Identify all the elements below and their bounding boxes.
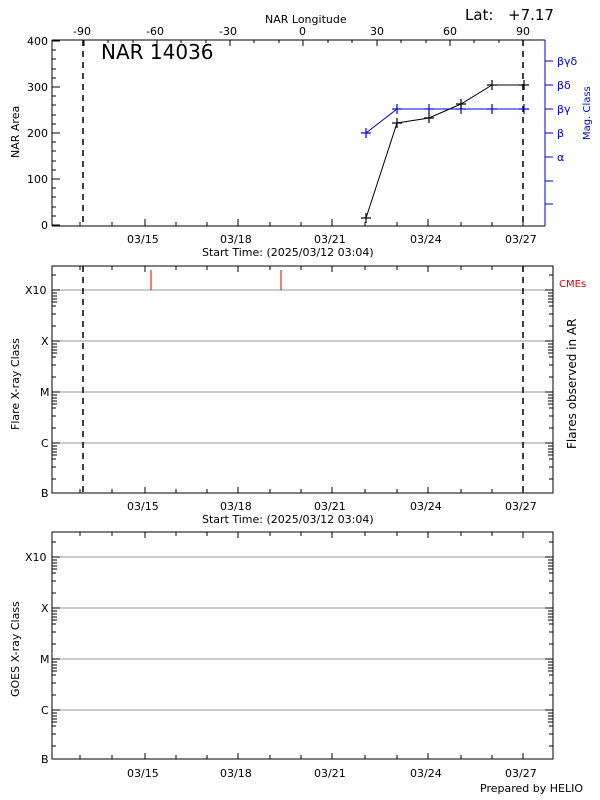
date-tick: 03/21 [314, 500, 346, 513]
lon-tick: 30 [370, 25, 384, 38]
y-tick: M [40, 386, 50, 399]
date-tick: 03/15 [127, 233, 159, 246]
lat-label: Lat: [465, 6, 493, 24]
date-tick: 03/21 [314, 767, 346, 780]
y-tick: 200 [27, 127, 48, 140]
y-tick: 300 [27, 81, 48, 94]
mag-class-line [365, 108, 524, 134]
region-title: NAR 14036 [101, 40, 214, 64]
date-tick: 03/21 [314, 233, 346, 246]
date-tick: 03/18 [220, 767, 252, 780]
y2-axis-label: Flares observed in AR [565, 319, 579, 449]
mag-tick: βγ [557, 103, 571, 116]
nar-area-line [365, 84, 524, 219]
date-tick: 03/24 [410, 233, 442, 246]
lon-tick: -90 [73, 25, 91, 38]
panel-flares: X10 X M C B Flare X-ray Class Flares obs… [9, 265, 586, 526]
date-tick: 03/27 [505, 233, 537, 246]
footer-credit: Prepared by HELIO [480, 782, 583, 795]
mag-tick: α [557, 151, 564, 164]
y-axis-label: Flare X-ray Class [9, 338, 22, 430]
top-axis-label: NAR Longitude [265, 13, 347, 26]
y-tick: B [41, 487, 49, 500]
y-tick: X [41, 602, 49, 615]
panel-nar-area: -90 -60 -30 0 30 60 90 400 300 200 100 0… [9, 25, 593, 259]
date-tick: 03/18 [220, 500, 252, 513]
lat-value: +7.17 [508, 6, 554, 24]
mag-class-markers [361, 104, 529, 138]
y-tick: 400 [27, 35, 48, 48]
y-tick: X [41, 335, 49, 348]
date-tick: 03/15 [127, 767, 159, 780]
y-tick: C [41, 704, 49, 717]
y-tick: X10 [25, 284, 47, 297]
y-tick: 0 [41, 219, 48, 232]
lon-tick: 60 [443, 25, 457, 38]
y-tick: C [41, 437, 49, 450]
mag-class-label: Mag. Class [582, 86, 593, 140]
date-tick: 03/27 [505, 767, 537, 780]
mag-tick: βδ [557, 79, 571, 92]
lon-tick: 90 [516, 25, 530, 38]
date-tick: 03/24 [410, 767, 442, 780]
mag-tick: β [557, 127, 564, 140]
y-tick: 100 [27, 173, 48, 186]
lon-tick: -30 [219, 25, 237, 38]
x-axis-label: Start Time: (2025/03/12 03:04) [202, 246, 374, 259]
y-tick: X10 [25, 551, 47, 564]
date-tick: 03/24 [410, 500, 442, 513]
y-axis-label: NAR Area [9, 106, 22, 158]
cme-legend: CMEs [559, 279, 586, 290]
nar-area-markers [361, 80, 529, 223]
y-axis-label: GOES X-ray Class [9, 601, 22, 697]
mag-tick: βγδ [557, 55, 578, 68]
date-tick: 03/27 [505, 500, 537, 513]
lon-tick: 0 [299, 25, 306, 38]
lon-tick: -60 [146, 25, 164, 38]
date-tick: 03/18 [220, 233, 252, 246]
x-axis-label: Start Time: (2025/03/12 03:04) [202, 513, 374, 526]
panel-goes: X10 X M C B GOES X-ray Class 03/15 03/18… [9, 531, 583, 795]
date-tick: 03/15 [127, 500, 159, 513]
y-tick: M [40, 653, 50, 666]
y-tick: B [41, 753, 49, 766]
